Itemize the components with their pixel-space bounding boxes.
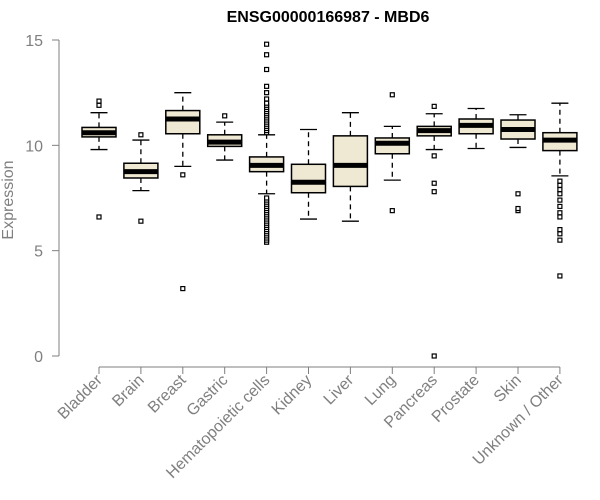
y-tick-label: 0 <box>34 349 43 366</box>
box-pancreas <box>416 103 452 359</box>
outlier-point <box>557 191 563 197</box>
x-tick-label: Liver <box>321 371 358 408</box>
outlier-point <box>264 41 270 47</box>
outlier-point <box>264 96 270 102</box>
outlier-point <box>557 231 563 237</box>
x-tick-label: Kidney <box>269 372 316 419</box>
chart-title: ENSG00000166987 - MBD6 <box>227 9 430 26</box>
outlier-point <box>557 214 563 220</box>
outlier-point <box>138 132 144 138</box>
outlier-point <box>264 83 270 89</box>
box-bladder <box>81 98 117 220</box>
outlier-point <box>557 182 563 188</box>
outlier-point <box>557 227 563 233</box>
box-iqr <box>290 163 327 194</box>
outlier-point <box>138 218 144 224</box>
box-iqr <box>332 135 369 188</box>
box-iqr <box>165 109 201 135</box>
outlier-point <box>264 66 270 73</box>
box-gastric <box>206 113 243 161</box>
outlier-point <box>264 90 270 96</box>
box-hematopoietic-cells <box>248 41 285 245</box>
box-prostate <box>458 107 494 150</box>
outlier-point <box>515 191 521 197</box>
outlier-point <box>557 186 563 193</box>
outlier-point <box>180 285 186 292</box>
outlier-point <box>96 102 102 108</box>
x-tick-label: Breast <box>145 371 190 416</box>
outlier-point <box>557 178 563 184</box>
box-brain <box>123 132 159 224</box>
y-tick-label: 5 <box>34 244 43 261</box>
outlier-point <box>389 208 395 214</box>
box-unknown-other <box>542 102 578 279</box>
outlier-point <box>557 210 563 216</box>
y-axis: 0 5 10 15 <box>25 33 60 366</box>
outlier-point <box>264 195 270 201</box>
boxes <box>81 41 578 359</box>
box-liver <box>332 112 369 222</box>
outlier-point <box>431 180 437 186</box>
y-axis-label: Expression <box>0 160 17 239</box>
outlier-point <box>264 100 270 106</box>
outlier-point <box>180 172 186 178</box>
box-skin <box>500 114 536 214</box>
outlier-point <box>389 92 395 98</box>
outlier-point <box>431 189 437 195</box>
y-tick-label: 15 <box>25 33 43 50</box>
outlier-point <box>264 52 270 58</box>
y-tick-label: 10 <box>25 138 43 155</box>
x-tick-label: Lung <box>362 372 399 409</box>
outlier-point <box>431 353 437 359</box>
x-tick-label: Bladder <box>55 371 106 422</box>
box-kidney <box>290 128 327 220</box>
outlier-point <box>222 113 228 119</box>
outlier-point <box>557 273 563 279</box>
outlier-point <box>431 103 437 109</box>
outlier-point <box>431 153 437 159</box>
outlier-point <box>557 203 563 210</box>
box-iqr <box>374 137 411 155</box>
outlier-point <box>96 214 102 220</box>
box-lung <box>374 92 411 214</box>
x-tick-label: Skin <box>491 372 525 406</box>
outlier-point <box>557 237 563 243</box>
outlier-point <box>96 98 102 104</box>
outlier-point <box>515 205 521 212</box>
box-breast <box>165 92 201 292</box>
x-tick-label: Brain <box>109 372 147 410</box>
outlier-point <box>557 197 563 203</box>
